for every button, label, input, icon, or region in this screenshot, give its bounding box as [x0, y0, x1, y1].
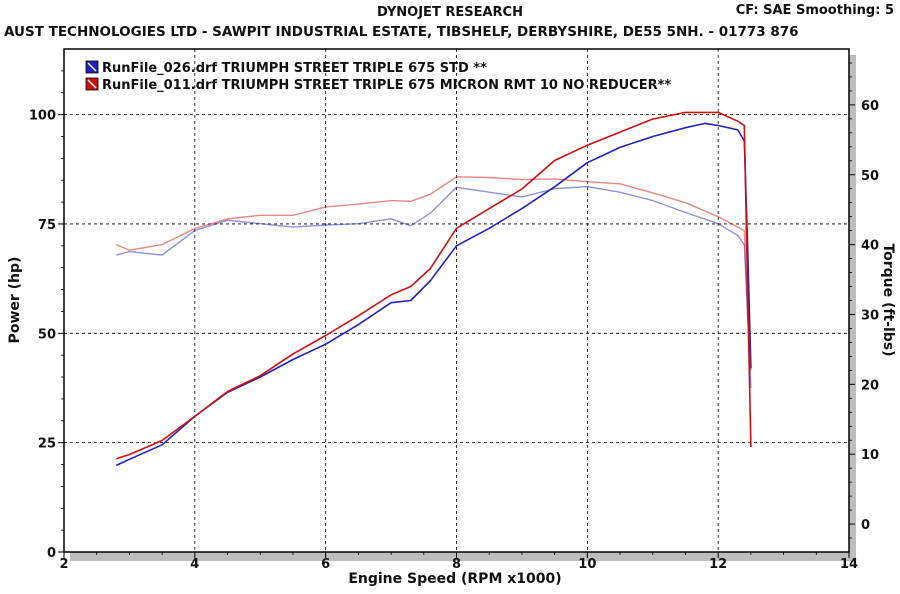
- legend-swatch-std-mark: [87, 62, 97, 72]
- y-axis-ticks: 0 25 50 75 100: [29, 70, 64, 561]
- plot-area: [63, 48, 850, 553]
- y-tick-label: 0: [47, 546, 56, 561]
- y2-tick-label: 0: [861, 518, 870, 533]
- y-tick-label: 75: [38, 218, 56, 233]
- y2-axis-ticks: 0 10 20 30 40 50 60: [849, 62, 879, 539]
- x-tick-label: 4: [190, 557, 199, 572]
- torque-line-std: [116, 185, 752, 388]
- x-tick-label: 6: [321, 557, 330, 572]
- legend: RunFile_026.drf TRIUMPH STREET TRIPLE 67…: [85, 60, 671, 93]
- y2-tick-label: 10: [861, 448, 879, 463]
- y2-tick-label: 60: [861, 99, 879, 114]
- x-tick-label: 8: [452, 557, 461, 572]
- y-tick-label: 25: [38, 437, 56, 452]
- correction-settings: CF: SAE Smoothing: 5: [735, 3, 894, 18]
- legend-swatch-micron-mark: [87, 79, 97, 89]
- y2-tick-label: 30: [861, 308, 879, 323]
- legend-label-micron: RunFile_011.drf TRIUMPH STREET TRIPLE 67…: [102, 78, 671, 93]
- x-axis-ticks: 2 4 6 8 10 12 14: [59, 552, 858, 572]
- y-axis-label: Power (hp): [7, 257, 23, 344]
- series-lines: [115, 111, 752, 467]
- x-tick-label: 2: [59, 557, 68, 572]
- x-tick-label: 12: [709, 557, 727, 572]
- x-axis-label: Engine Speed (RPM x1000): [348, 571, 561, 587]
- y-tick-label: 50: [38, 327, 56, 342]
- x-tick-label: 14: [840, 557, 858, 572]
- y2-axis-label: Torque (ft-lbs): [880, 243, 896, 356]
- y2-tick-label: 50: [861, 169, 879, 184]
- x-tick-label: 10: [578, 557, 596, 572]
- y2-tick-label: 20: [861, 378, 879, 393]
- torque-line-micron: [116, 176, 752, 371]
- legend-label-std: RunFile_026.drf TRIUMPH STREET TRIPLE 67…: [102, 61, 487, 76]
- power-line-std: [115, 122, 752, 467]
- y-tick-label: 100: [29, 109, 56, 124]
- chart-subtitle: AUST TECHNOLOGIES LTD - SAWPIT INDUSTRIA…: [4, 24, 799, 40]
- power-line-micron: [116, 111, 752, 460]
- chart-title: DYNOJET RESEARCH: [377, 5, 523, 20]
- y2-tick-label: 40: [861, 239, 879, 254]
